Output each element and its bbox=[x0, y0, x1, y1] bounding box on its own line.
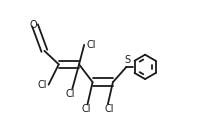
Text: Cl: Cl bbox=[86, 39, 96, 50]
Text: Cl: Cl bbox=[105, 104, 114, 114]
Text: Cl: Cl bbox=[66, 89, 75, 99]
Text: Cl: Cl bbox=[81, 104, 91, 114]
Text: S: S bbox=[125, 55, 131, 65]
Text: O: O bbox=[29, 20, 37, 30]
Text: Cl: Cl bbox=[37, 80, 47, 90]
